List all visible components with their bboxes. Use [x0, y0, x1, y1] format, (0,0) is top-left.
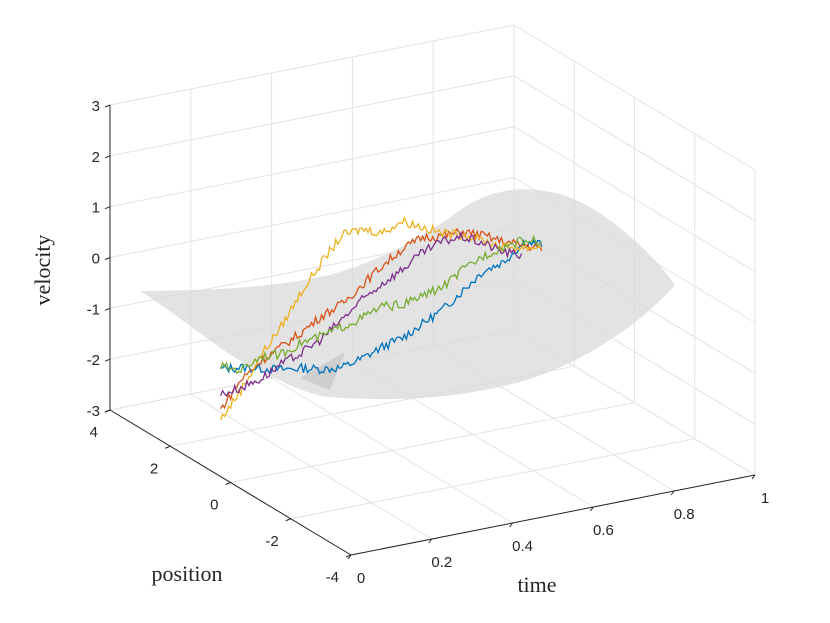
x-tick-mark — [590, 506, 594, 512]
grid-line — [109, 24, 515, 106]
x-tick-mark — [670, 490, 675, 496]
x-tick-label: 0.2 — [431, 554, 452, 571]
trajectories — [219, 216, 543, 421]
x-axis-line — [350, 474, 756, 556]
y-tick-mark — [345, 554, 352, 558]
z-tick-mark — [104, 307, 111, 311]
z-tick-mark — [104, 104, 111, 108]
axis-lines — [104, 104, 756, 560]
y-tick-mark — [225, 482, 231, 485]
z-tick-mark — [104, 358, 111, 362]
z-tick-mark — [104, 155, 111, 159]
grid-line — [109, 75, 515, 157]
z-tick-label: 3 — [92, 98, 100, 115]
z-tick-label: -1 — [87, 301, 100, 318]
x-tick-mark — [509, 522, 513, 528]
y-tick-label: -2 — [265, 533, 278, 550]
z-tick-label: 1 — [92, 200, 100, 217]
z-tick-mark — [104, 206, 111, 210]
trajectory-line-5 — [219, 234, 543, 375]
y-tick-mark — [165, 445, 171, 449]
z-tick-mark — [104, 409, 111, 413]
x-tick-label: 0 — [357, 570, 365, 587]
trajectory-line-4 — [219, 230, 523, 397]
y-tick-label: 2 — [150, 460, 158, 477]
grid-line — [109, 126, 515, 208]
x-tick-mark — [428, 538, 433, 544]
y-axis-title: position — [152, 561, 223, 586]
grid-line — [513, 75, 756, 222]
grid-line — [290, 438, 695, 520]
x-tick-label: 0.4 — [512, 538, 533, 555]
z-tick-mark — [104, 257, 111, 260]
z-tick-label: -2 — [87, 352, 100, 369]
velocity-surface-fold — [300, 352, 345, 390]
x-tick-mark — [751, 474, 756, 480]
y-tick-label: 0 — [210, 497, 218, 514]
z-tick-label: -3 — [87, 403, 100, 420]
z-tick-label: 2 — [92, 149, 100, 166]
grid-line — [109, 177, 515, 258]
x-tick-label: 0.6 — [593, 522, 614, 539]
grid-line — [230, 402, 635, 483]
trajectory-line-1 — [220, 238, 543, 375]
tick-labels: 0 0.2 0.4 0.6 0.8 1 -4 -2 0 2 4 -3 -2 -1 0 1 2 3 — [87, 98, 770, 587]
grid-line — [513, 126, 756, 273]
z-tick-label: 0 — [92, 251, 100, 268]
x-axis-title: time — [517, 572, 556, 597]
z-axis-title: velocity — [30, 235, 55, 306]
x-tick-label: 1 — [761, 490, 769, 507]
y-tick-label: -4 — [326, 569, 339, 586]
x-tick-label: 0.8 — [674, 506, 695, 523]
grid-line — [513, 24, 756, 171]
velocity-surface — [140, 189, 675, 400]
y-tick-mark — [285, 518, 291, 522]
y-tick-label: 4 — [90, 424, 98, 441]
